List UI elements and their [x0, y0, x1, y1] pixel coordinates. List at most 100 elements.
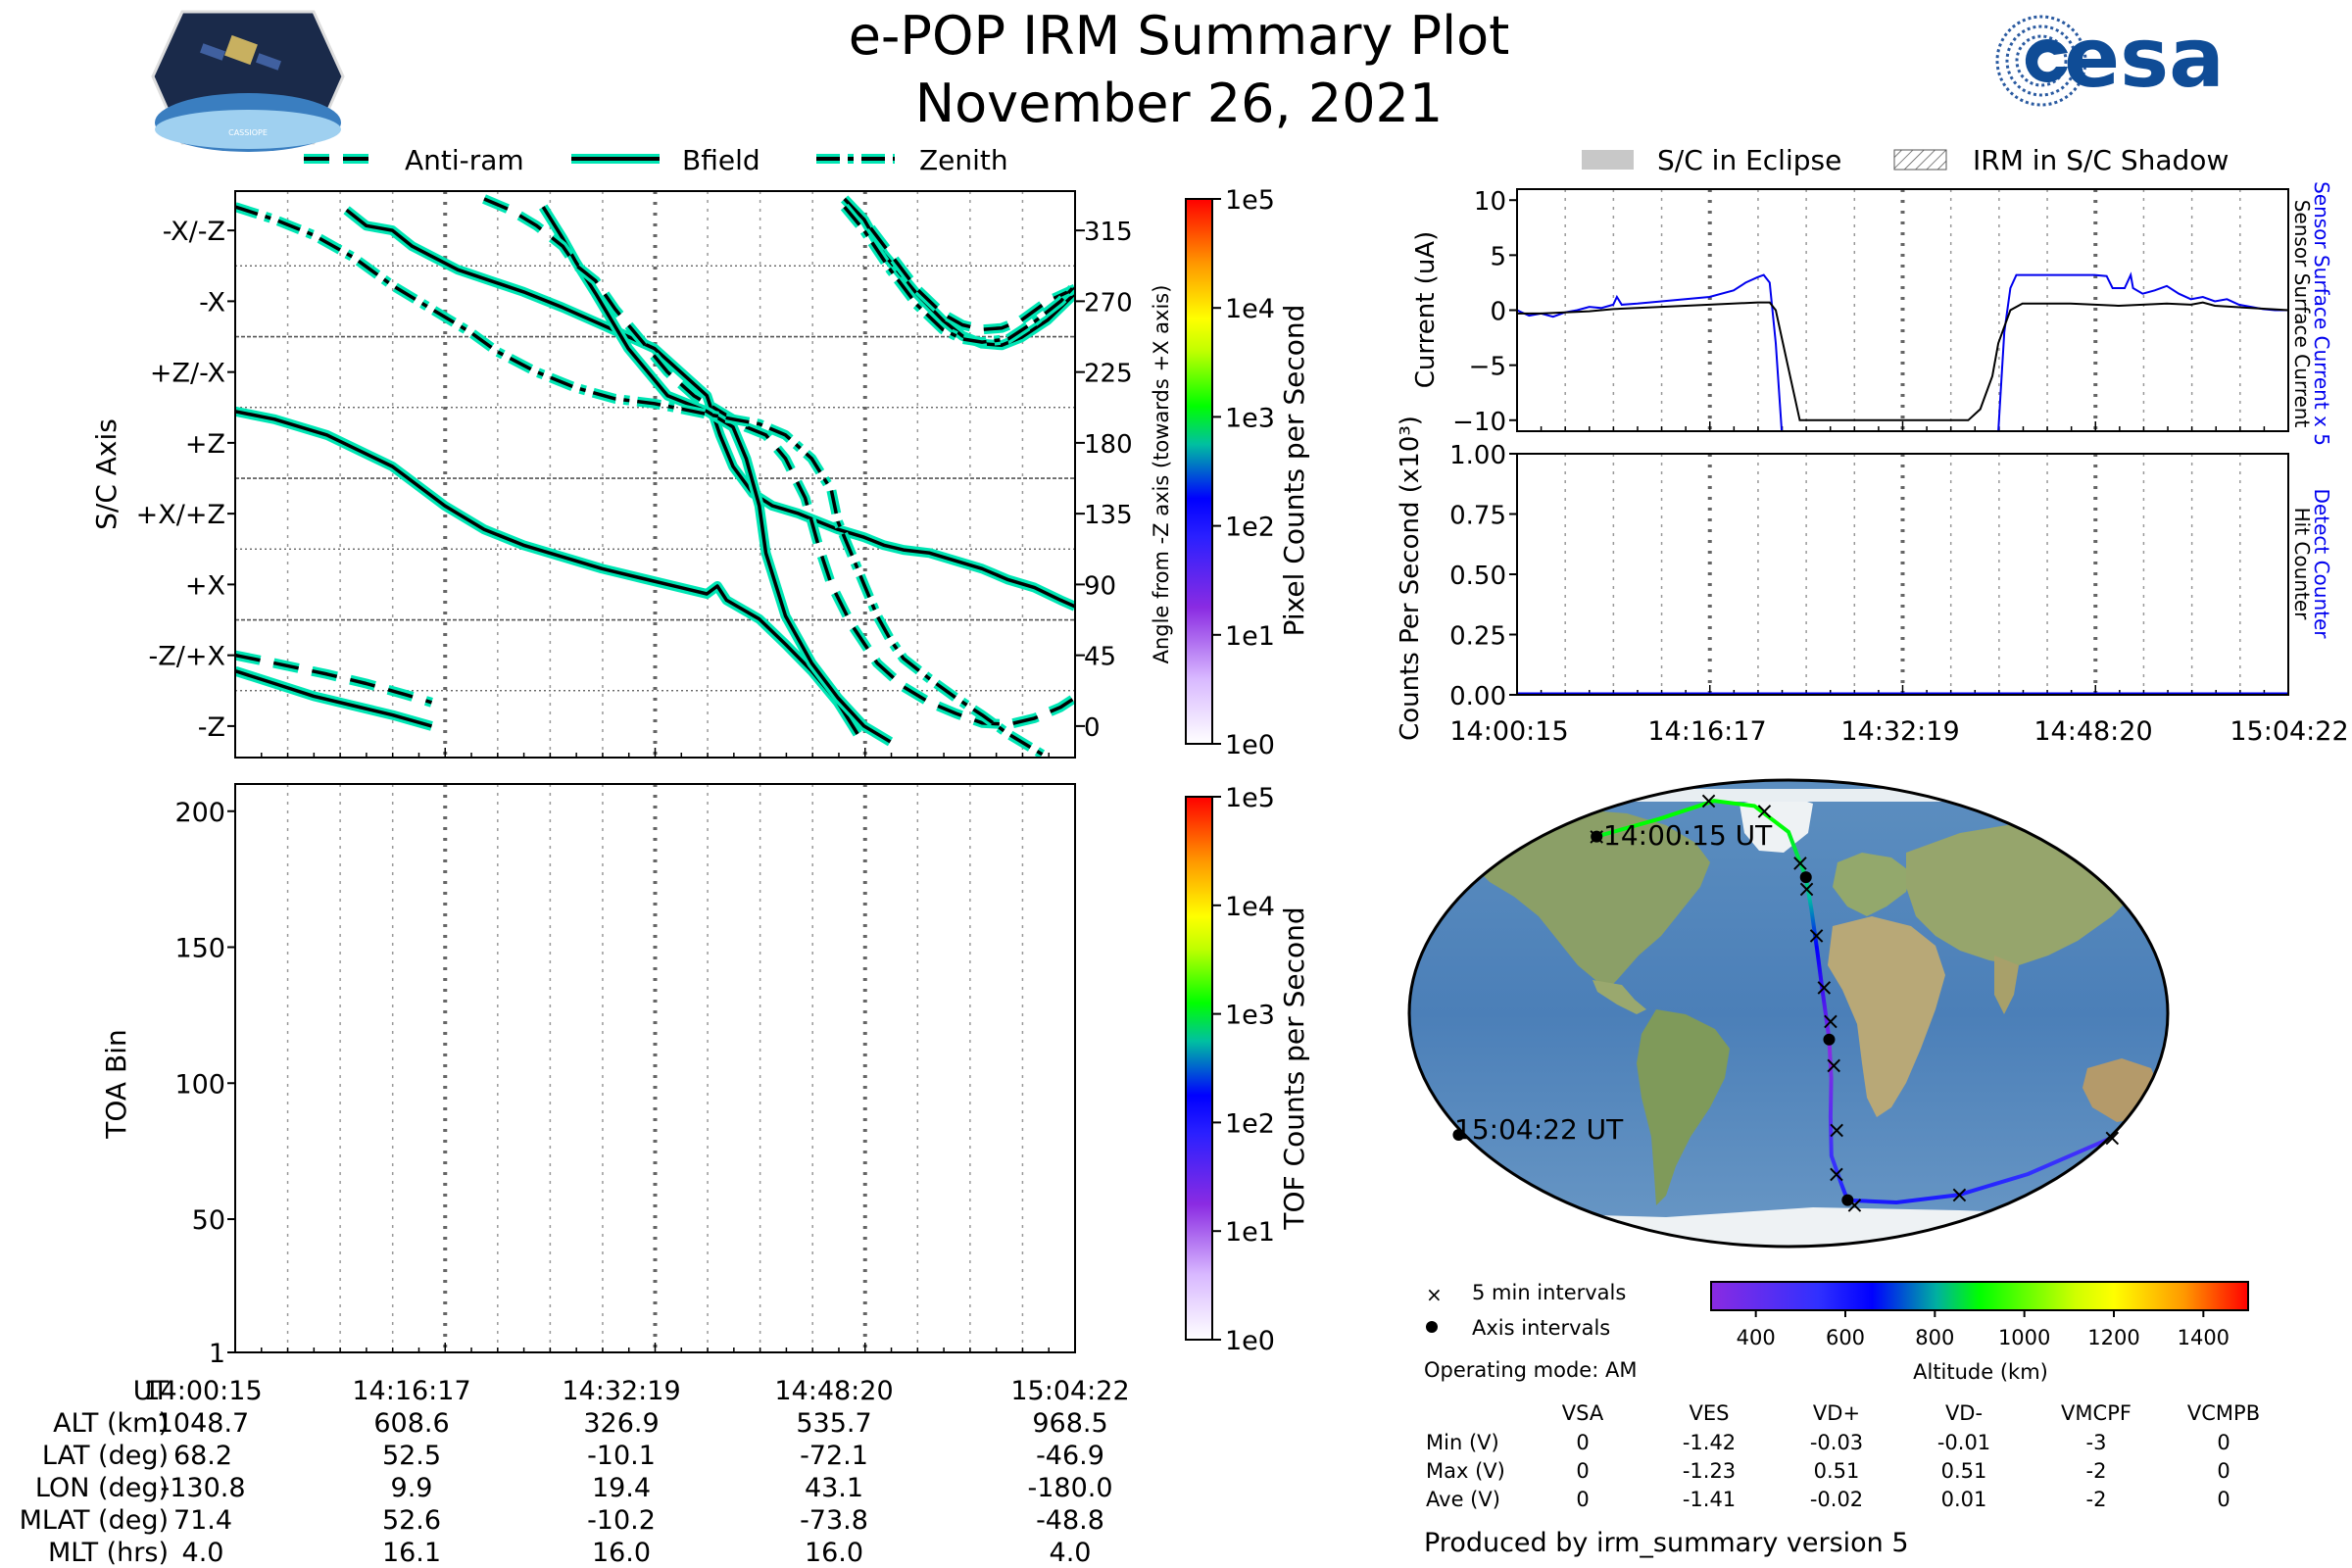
- ut-tick-label: 14:48:20: [2034, 716, 2152, 747]
- ephemeris-value: 52.5: [382, 1441, 441, 1471]
- plot-title: e-POP IRM Summary Plot: [849, 5, 1510, 67]
- trajectory-panel: -X/-Z 315 -X 270 +Z/-X 225 +Z 180 +X/+Z 135 +X 90 -Z…: [90, 190, 1173, 759]
- trajectory-right-tick-label: 0: [1084, 713, 1101, 743]
- voltage-column-header: VES: [1690, 1401, 1730, 1425]
- ephemeris-value: 16.0: [805, 1538, 863, 1568]
- cassiope-logo-text: CASSIOPE: [228, 128, 268, 137]
- five-min-marker: ×: [2102, 1124, 2122, 1152]
- voltage-value: -2: [2086, 1459, 2107, 1483]
- trace-outline: [235, 406, 862, 737]
- voltage-column-header: VCMPB: [2187, 1401, 2260, 1425]
- trace-outline: [482, 194, 1075, 730]
- series-bfield: [235, 665, 433, 731]
- ephemeris-time: 14:48:20: [774, 1376, 893, 1406]
- ephemeris-value: 1048.7: [157, 1408, 249, 1439]
- trajectory-right-tick-label: 315: [1084, 218, 1133, 247]
- series-anti-ram: [235, 650, 433, 708]
- trajectory-ylabel: S/C Axis: [90, 418, 122, 530]
- tof-y-tick-label: 100: [174, 1069, 225, 1100]
- tof-y-tick-label: 50: [192, 1205, 225, 1236]
- trajectory-axis-label: -Z/+X: [149, 642, 225, 672]
- map-legend-axis: Axis intervals: [1472, 1316, 1610, 1340]
- trace-line: [235, 410, 859, 735]
- axis-interval-marker: [1591, 830, 1603, 843]
- altitude-tick-label: 600: [1826, 1326, 1865, 1349]
- ephemeris-value: -72.1: [800, 1441, 868, 1471]
- trajectory-axis-label: -X: [199, 287, 225, 318]
- ephemeris-value: 326.9: [583, 1408, 659, 1439]
- ephemeris-row-label: MLT (hrs): [48, 1538, 169, 1568]
- voltage-value: -1.41: [1683, 1488, 1736, 1511]
- trace-line: [843, 205, 1075, 344]
- ut-tick-label: 15:04:22: [2230, 716, 2348, 747]
- trajectory-right-tick-label: 225: [1084, 360, 1133, 389]
- voltage-value: -0.02: [1810, 1488, 1863, 1511]
- five-min-marker: ×: [1827, 1160, 1846, 1188]
- ephemeris-value: -48.8: [1036, 1505, 1104, 1536]
- current-y-tick-label: −5: [1469, 353, 1506, 382]
- ephemeris-row-label: MLAT (deg): [20, 1505, 169, 1536]
- current-y-tick-label: 10: [1474, 187, 1506, 217]
- altitude-tick-label: 1000: [1998, 1326, 2050, 1349]
- voltage-value: 0: [2217, 1431, 2230, 1454]
- legend-eclipse-swatch: [1582, 150, 1634, 170]
- five-min-marker: ×: [1796, 875, 1816, 903]
- trajectory-right-ylabel: Angle from -Z axis (towards +X axis): [1150, 285, 1173, 664]
- counts-ylabel-text: Counts Per Second (x10³): [1396, 416, 1425, 741]
- pixel-colorbar-tick-label: 1e4: [1225, 294, 1275, 324]
- ephemeris-value: 52.6: [382, 1505, 441, 1536]
- trajectory-axis-label: -X/-Z: [163, 217, 225, 247]
- trajectory-right-tick-label: 135: [1084, 501, 1133, 530]
- series-anti-ram: [841, 195, 1075, 335]
- altitude-tick-label: 1200: [2087, 1326, 2139, 1349]
- counts-panel: 1.00 0.75 0.50 0.25 0.00 Counts Per Second (…: [1396, 416, 2333, 741]
- legend-shadow-swatch: [1893, 149, 1947, 171]
- ephemeris-value: 608.6: [373, 1408, 449, 1439]
- ephemeris-value: 71.4: [173, 1505, 232, 1536]
- axis-interval-marker: [1841, 1194, 1854, 1206]
- ephemeris-value: -10.1: [587, 1441, 656, 1471]
- tof-colorbar-tick-label: 1e1: [1225, 1217, 1275, 1248]
- ephemeris-row-label: LAT (deg): [42, 1441, 169, 1471]
- ephemeris-value: 68.2: [173, 1441, 232, 1471]
- trace-outline: [538, 204, 894, 747]
- pixel-colorbar-tick-label: 1e2: [1225, 513, 1275, 543]
- legend-bfield: Bfield: [571, 144, 760, 176]
- five-min-marker: ×: [1699, 787, 1719, 814]
- trace-outline: [841, 195, 1075, 335]
- trajectory-axis-label: +X/+Z: [136, 500, 225, 530]
- current-y-tick-label: 0: [1490, 298, 1506, 327]
- cassiope-logo: CASSIOPE: [151, 10, 345, 152]
- ephemeris-value: -130.8: [160, 1473, 245, 1503]
- current-series-line: [1997, 271, 2288, 431]
- series-bfield: [343, 206, 1075, 612]
- voltage-column-header: VD-: [1945, 1401, 1983, 1425]
- voltage-value: -3: [2086, 1431, 2107, 1454]
- ephemeris-value: 4.0: [1050, 1538, 1092, 1568]
- series-zenith: [840, 203, 1075, 348]
- ephemeris-time: 15:04:22: [1010, 1376, 1129, 1406]
- trace-line: [483, 197, 1075, 727]
- ephemeris-time: 14:00:15: [143, 1376, 262, 1406]
- trajectory-axis-label: +Z/-X: [150, 359, 225, 389]
- plot-date: November 26, 2021: [915, 73, 1444, 134]
- series-bfield: [235, 406, 862, 737]
- esa-logo: esa: [1995, 10, 2225, 107]
- ephemeris-value: 19.4: [592, 1473, 651, 1503]
- current-y-tick-label: −10: [1452, 408, 1506, 437]
- ephemeris-value: -73.8: [800, 1505, 868, 1536]
- axis-interval-marker: [1823, 1033, 1836, 1046]
- counts-y-tick-label: 0.50: [1449, 562, 1506, 591]
- voltage-column-header: VSA: [1562, 1401, 1604, 1425]
- voltage-value: -1.42: [1683, 1431, 1736, 1454]
- trajectory-axis-label: +X: [185, 570, 225, 601]
- map-end-label: 15:04:22 UT: [1454, 1113, 1624, 1146]
- map-legend: × 5 min intervals Axis intervals Operati…: [1424, 1281, 1637, 1382]
- five-min-marker: ×: [1807, 922, 1827, 950]
- voltage-value: -0.01: [1937, 1431, 1990, 1454]
- ephemeris-value: 16.1: [382, 1538, 441, 1568]
- trajectory-right-tick-label: 180: [1084, 430, 1133, 460]
- voltage-value: 0: [2217, 1459, 2230, 1483]
- voltage-value: 0.51: [1941, 1459, 1987, 1483]
- pixel-colorbar-label: Pixel Counts per Second: [1278, 305, 1310, 637]
